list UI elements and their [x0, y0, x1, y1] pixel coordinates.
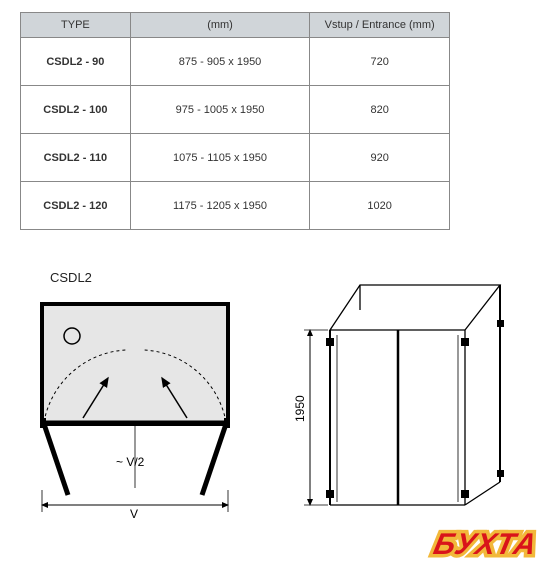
cell-type: CSDL2 - 110: [21, 134, 131, 182]
watermark: БУХТА БУХТА: [430, 528, 539, 562]
dim-v-label: V: [130, 507, 138, 520]
cell-mm: 1075 - 1105 x 1950: [130, 134, 309, 182]
plan-diagram: ~ V/2 V: [28, 290, 258, 520]
cell-entr: 820: [310, 86, 450, 134]
cell-entr: 1020: [310, 182, 450, 230]
col-mm: (mm): [130, 13, 309, 38]
cell-entr: 920: [310, 134, 450, 182]
diagram-label: CSDL2: [50, 270, 92, 285]
cell-mm: 975 - 1005 x 1950: [130, 86, 309, 134]
cell-entr: 720: [310, 38, 450, 86]
table-row: CSDL2 - 90 875 - 905 x 1950 720: [21, 38, 450, 86]
height-label: 1950: [293, 395, 307, 422]
table-row: CSDL2 - 120 1175 - 1205 x 1950 1020: [21, 182, 450, 230]
col-entrance: Vstup / Entrance (mm): [310, 13, 450, 38]
cell-type: CSDL2 - 100: [21, 86, 131, 134]
cell-type: CSDL2 - 90: [21, 38, 131, 86]
col-type: TYPE: [21, 13, 131, 38]
perspective-diagram: 1950: [290, 250, 530, 530]
table-header-row: TYPE (mm) Vstup / Entrance (mm): [21, 13, 450, 38]
spec-table: TYPE (mm) Vstup / Entrance (mm) CSDL2 - …: [20, 12, 450, 230]
table-row: CSDL2 - 110 1075 - 1105 x 1950 920: [21, 134, 450, 182]
dim-v2-label: ~ V/2: [116, 455, 145, 469]
cell-mm: 875 - 905 x 1950: [130, 38, 309, 86]
cell-type: CSDL2 - 120: [21, 182, 131, 230]
cell-mm: 1175 - 1205 x 1950: [130, 182, 309, 230]
diagram-area: CSDL2 ~ V/2: [20, 270, 520, 530]
table-row: CSDL2 - 100 975 - 1005 x 1950 820: [21, 86, 450, 134]
